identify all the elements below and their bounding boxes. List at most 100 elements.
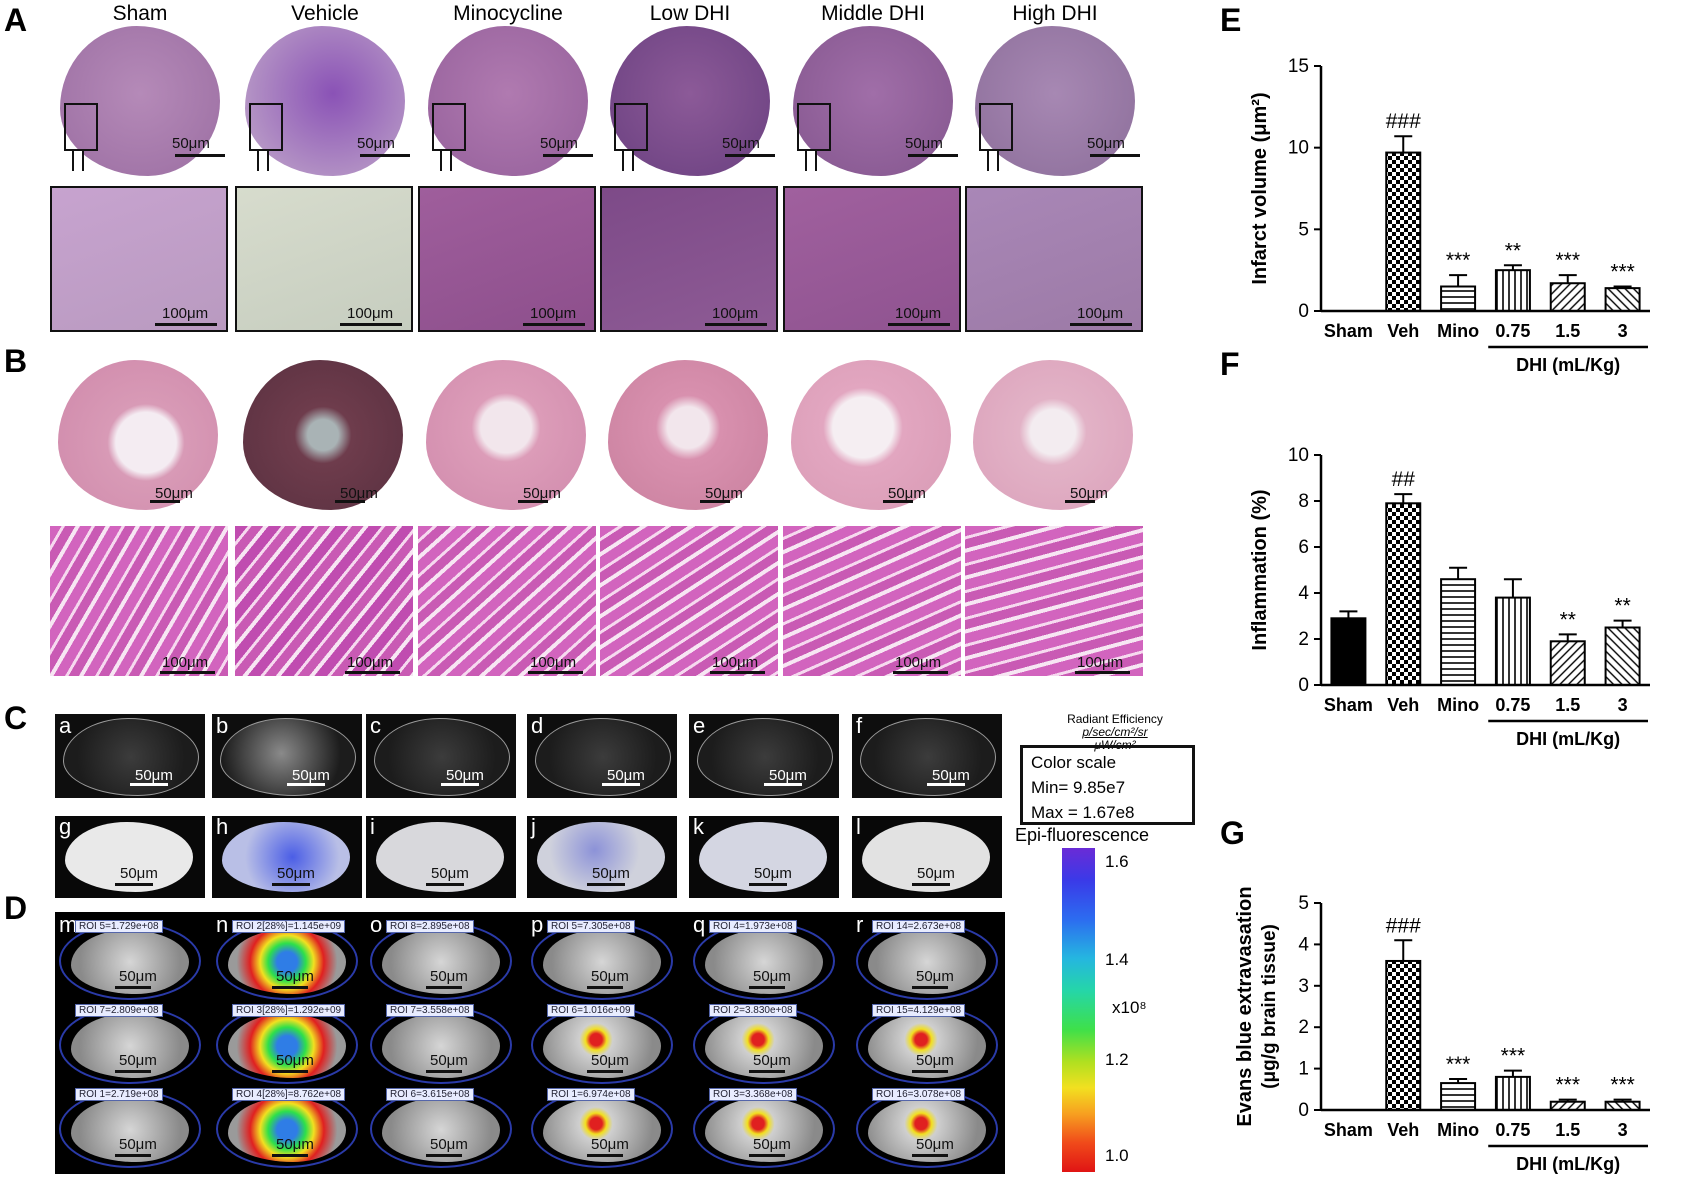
- y-tick-label-g-1: 1: [1298, 1059, 1309, 1080]
- y-axis-label-f: Inflammation (%): [1249, 489, 1271, 650]
- ivis-brain-4-1: [705, 1014, 823, 1078]
- x-tick-label-f-4: 1.5: [1555, 695, 1580, 715]
- heart-scale-label-0: 50μm: [155, 485, 193, 502]
- evans-scale-bar-0: [115, 883, 153, 886]
- heart-section-2: [426, 360, 586, 510]
- roi-label-3-0: ROI 5=7.305e+08: [547, 920, 635, 933]
- ivis-scale-bar-4-2: [749, 1154, 785, 1157]
- ivis-scale-label-1-2: 50μm: [276, 1136, 314, 1153]
- x-tick-label-e-0: Sham: [1324, 321, 1373, 341]
- x-tick-label-e-3: 0.75: [1495, 321, 1530, 341]
- ivis-scale-label-0-2: 50μm: [119, 1136, 157, 1153]
- mri-sub-letter-2: c: [370, 713, 381, 738]
- ivis-brain-5-1: [868, 1014, 986, 1078]
- mri-scale-label-2: 50μm: [446, 767, 484, 784]
- group-title-3: Low DHI: [649, 2, 731, 25]
- panel-letter-b: B: [4, 343, 28, 379]
- ivis-scale-bar-0-2: [115, 1154, 151, 1157]
- y-tick-label-f-1: 2: [1298, 629, 1309, 650]
- significance-e-2: ***: [1446, 249, 1471, 272]
- inset-box-5: [979, 103, 1013, 151]
- x-tick-label-g-2: Mino: [1437, 1120, 1479, 1140]
- inset-box-4: [797, 103, 831, 151]
- group-label-e: DHI (mL/Kg): [1516, 355, 1620, 375]
- y-tick-label-e-2: 10: [1288, 138, 1309, 159]
- bar-e-1: [1385, 151, 1422, 312]
- scale-label-top-3: 50μm: [722, 135, 760, 152]
- panel-letter-e: E: [1220, 2, 1242, 38]
- ivis-scale-label-4-1: 50μm: [753, 1052, 791, 1069]
- bar-g-1: [1385, 959, 1422, 1112]
- y-tick-label-e-3: 15: [1288, 56, 1309, 77]
- roi-label-4-1: ROI 2=3.830e+08: [709, 1004, 797, 1017]
- bar-e-4: [1549, 282, 1586, 313]
- ivis-sub-letter-2: o: [370, 912, 383, 937]
- x-tick-label-g-0: Sham: [1324, 1120, 1373, 1140]
- significance-f-4: **: [1560, 608, 1576, 631]
- x-tick-label-e-1: Veh: [1387, 321, 1419, 341]
- scale-bar-bottom-5: [1070, 323, 1132, 326]
- ivis-brain-0-1: [71, 1014, 189, 1078]
- ivis-scale-label-5-1: 50μm: [916, 1052, 954, 1069]
- brain-section-3: [610, 26, 770, 176]
- evans-sub-letter-2: i: [370, 814, 375, 839]
- ivis-scale-bar-5-0: [912, 986, 948, 989]
- group-title-4: Middle DHI: [821, 2, 925, 25]
- evans-scale-label-1: 50μm: [277, 865, 315, 882]
- inset-arrow-3: [622, 151, 634, 171]
- heart-scale-label-2: 50μm: [523, 485, 561, 502]
- ivis-brain-2-2: [382, 1098, 500, 1162]
- y-tick-label-g-3: 3: [1298, 976, 1309, 997]
- brain-section-4: [793, 26, 953, 176]
- ivis-brain-3-1: [543, 1014, 661, 1078]
- mri-sub-letter-1: b: [216, 713, 229, 738]
- ivis-brain-5-0: [868, 930, 986, 994]
- x-tick-label-f-5: 3: [1618, 695, 1628, 715]
- ivis-brain-2-0: [382, 930, 500, 994]
- ivis-scale-bar-1-0: [272, 986, 308, 989]
- colorbar: [1062, 848, 1095, 1172]
- ivis-scale-bar-4-1: [749, 1070, 785, 1073]
- ivis-sub-letter-5: r: [856, 912, 864, 937]
- ivis-scale-bar-3-1: [587, 1070, 623, 1073]
- scale-bar-bottom-1: [340, 323, 402, 326]
- ivis-scale-bar-3-0: [587, 986, 623, 989]
- x-tick-label-g-3: 0.75: [1495, 1120, 1530, 1140]
- scale-bar-bottom-4: [888, 323, 950, 326]
- he-stain-tile-2: [418, 526, 596, 676]
- ivis-scale-label-3-0: 50μm: [591, 968, 629, 985]
- ivis-scale-bar-4-0: [749, 986, 785, 989]
- ivis-scale-bar-2-2: [426, 1154, 462, 1157]
- inset-box-2: [432, 103, 466, 151]
- evans-scale-label-4: 50μm: [754, 865, 792, 882]
- y-axis-label-g: Evans blue extravasation: [1234, 886, 1256, 1126]
- ivis-scale-bar-2-1: [426, 1070, 462, 1073]
- scale-label-bottom-5: 100μm: [1077, 305, 1124, 322]
- roi-label-5-1: ROI 15=4.129e+08: [872, 1004, 966, 1017]
- mri-scale-bar-5: [927, 783, 965, 786]
- y-tick-label-f-0: 0: [1298, 675, 1309, 696]
- scale-label-bottom-2: 100μm: [530, 305, 577, 322]
- significance-g-3: ***: [1501, 1045, 1526, 1068]
- ivis-scale-label-4-2: 50μm: [753, 1136, 791, 1153]
- chart-e: 0 5 10 15 Infarct volume (μm²) Sham ### Veh *** M…: [1249, 56, 1650, 375]
- evans-sub-letter-4: k: [693, 814, 704, 839]
- color-scale-box: Color scale Min= 9.85e7 Max = 1.67e8: [1020, 745, 1195, 825]
- he-scale-bar-3: [710, 671, 765, 674]
- ivis-scale-bar-5-2: [912, 1154, 948, 1157]
- he-stain-tile-1: [235, 526, 413, 676]
- ivis-brain-3-2: [543, 1098, 661, 1162]
- mri-scale-bar-4: [764, 783, 802, 786]
- he-stain-tile-5: [965, 526, 1143, 676]
- x-tick-label-e-2: Mino: [1437, 321, 1479, 341]
- he-scale-bar-1: [345, 671, 400, 674]
- roi-label-5-2: ROI 16=3.078e+08: [872, 1088, 966, 1101]
- chart-g: 0 1 2 3 4 5 Evans blue extravasation (μg/g brai…: [1234, 886, 1650, 1174]
- mri-scale-label-0: 50μm: [135, 767, 173, 784]
- scale-label-top-1: 50μm: [357, 135, 395, 152]
- ivis-scale-label-2-2: 50μm: [430, 1136, 468, 1153]
- ivis-sub-letter-1: n: [216, 912, 229, 937]
- roi-label-3-2: ROI 1=6.974e+08: [547, 1088, 635, 1101]
- he-scale-bar-4: [893, 671, 948, 674]
- significance-f-5: **: [1614, 595, 1630, 618]
